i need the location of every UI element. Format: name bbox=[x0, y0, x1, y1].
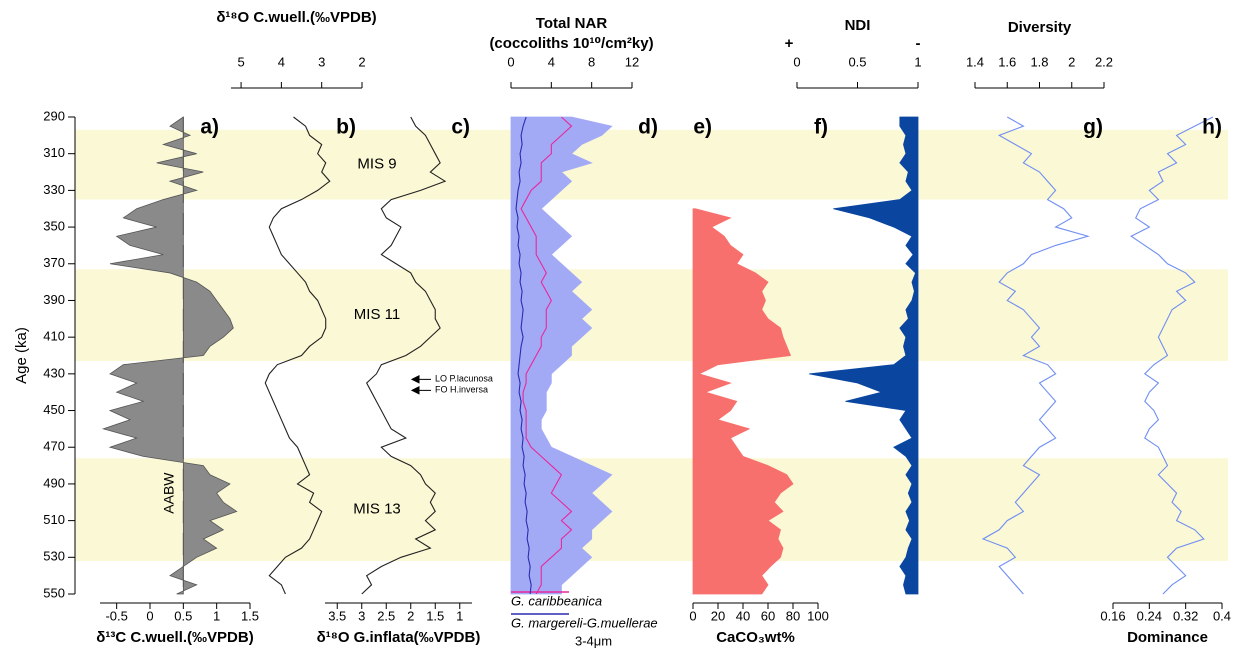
y-tick-label: 490 bbox=[43, 475, 65, 490]
x-tick-label: 1.5 bbox=[426, 608, 444, 623]
band-label: MIS 9 bbox=[357, 156, 396, 173]
panel-letter: f) bbox=[814, 116, 828, 139]
line bbox=[1130, 116, 1214, 595]
x-tick-label: 0.5 bbox=[174, 608, 192, 623]
y-tick-label: 390 bbox=[43, 292, 65, 307]
end-label: + bbox=[785, 35, 794, 52]
x-axis-label: CaCO₃wt% bbox=[716, 629, 795, 646]
x-tick-label: 5 bbox=[237, 54, 244, 69]
panel-letter: h) bbox=[1202, 116, 1222, 139]
x-tick-label: 0 bbox=[689, 608, 696, 623]
x-tick-label: 0 bbox=[507, 54, 514, 69]
x-tick-label: 0.32 bbox=[1173, 608, 1198, 623]
area bbox=[692, 208, 794, 595]
x-tick-label: 0 bbox=[793, 54, 800, 69]
x-tick-label: 100 bbox=[807, 608, 829, 623]
x-tick-label: 1.8 bbox=[1030, 54, 1048, 69]
x-tick-label: 1.4 bbox=[966, 54, 984, 69]
y-tick-label: 410 bbox=[43, 329, 65, 344]
band-label: MIS 13 bbox=[353, 501, 401, 518]
x-tick-label: 8 bbox=[588, 54, 595, 69]
line bbox=[515, 116, 532, 595]
y-tick-label: 470 bbox=[43, 439, 65, 454]
annotation: LO P.lacunosa bbox=[435, 374, 493, 384]
x-tick-label: 1 bbox=[213, 608, 220, 623]
x-axis-label: δ¹⁸O G.inflata(‰VPDB) bbox=[317, 629, 481, 646]
x-axis-label: δ¹³C C.wuell.(‰VPDB) bbox=[96, 629, 253, 646]
legend-sublabel: 3-4μm bbox=[575, 633, 612, 648]
line bbox=[361, 116, 447, 595]
x-tick-label: 3.5 bbox=[328, 608, 346, 623]
x-tick-label: 60 bbox=[761, 608, 775, 623]
x-axis-label: δ¹⁸O C.wuell.(‰VPDB) bbox=[216, 9, 376, 26]
panel-letter: b) bbox=[336, 116, 356, 139]
panel-letter: g) bbox=[1083, 116, 1103, 139]
panel-title: NDI bbox=[845, 17, 871, 34]
y-tick-label: 450 bbox=[43, 402, 65, 417]
annotation: AABW bbox=[161, 472, 177, 514]
panel-letter: d) bbox=[638, 116, 658, 139]
mis-band bbox=[75, 458, 1228, 561]
x-tick-label: 4 bbox=[278, 54, 285, 69]
x-tick-label: 3 bbox=[318, 54, 325, 69]
annotation-arrow bbox=[410, 375, 431, 384]
area bbox=[809, 116, 919, 595]
y-tick-label: 430 bbox=[43, 365, 65, 380]
x-tick-label: -0.5 bbox=[105, 608, 127, 623]
x-tick-label: 0 bbox=[146, 608, 153, 623]
x-tick-label: 80 bbox=[786, 608, 800, 623]
mis-band bbox=[75, 269, 1228, 362]
legend-label: G. caribbeanica bbox=[511, 593, 602, 608]
y-tick-label: 530 bbox=[43, 549, 65, 564]
y-tick-label: 370 bbox=[43, 255, 65, 270]
x-tick-label: 12 bbox=[625, 54, 639, 69]
y-axis-label: Age (ka) bbox=[13, 327, 30, 384]
panel-letter: a) bbox=[200, 116, 219, 139]
legend-label: G. margereli-G.muellerae bbox=[511, 615, 658, 630]
x-tick-label: 40 bbox=[736, 608, 750, 623]
area bbox=[101, 116, 238, 595]
x-tick-label: 2 bbox=[358, 54, 365, 69]
x-tick-label: 20 bbox=[711, 608, 725, 623]
x-tick-label: 1.5 bbox=[241, 608, 259, 623]
x-tick-label: 1 bbox=[914, 54, 921, 69]
panel-letter: e) bbox=[693, 116, 712, 139]
x-tick-label: 4 bbox=[548, 54, 555, 69]
y-tick-label: 330 bbox=[43, 182, 65, 197]
x-tick-label: 1 bbox=[456, 608, 463, 623]
x-tick-label: 2.2 bbox=[1095, 54, 1113, 69]
x-tick-label: 0.5 bbox=[848, 54, 866, 69]
x-tick-label: 0.24 bbox=[1137, 608, 1162, 623]
panel-title: Diversity bbox=[1008, 19, 1072, 36]
x-tick-label: 0.4 bbox=[1213, 608, 1231, 623]
x-tick-label: 2.5 bbox=[377, 608, 395, 623]
annotation-arrow bbox=[410, 386, 431, 395]
x-tick-label: 2 bbox=[1068, 54, 1075, 69]
x-tick-label: 3 bbox=[358, 608, 365, 623]
x-axis-label: (coccoliths 10¹⁰/cm²ky) bbox=[489, 35, 653, 52]
end-label: - bbox=[916, 35, 921, 52]
mis-band bbox=[75, 129, 1228, 200]
line bbox=[264, 116, 331, 595]
y-tick-label: 310 bbox=[43, 145, 65, 160]
band-label: MIS 11 bbox=[354, 306, 400, 323]
x-tick-label: 1.6 bbox=[998, 54, 1016, 69]
panel-title: Total NAR bbox=[536, 15, 608, 32]
y-tick-label: 550 bbox=[43, 585, 65, 600]
y-tick-label: 290 bbox=[43, 108, 65, 123]
x-axis-label: Dominance bbox=[1127, 629, 1208, 646]
y-tick-label: 350 bbox=[43, 219, 65, 234]
x-tick-label: 0.16 bbox=[1100, 608, 1125, 623]
annotation: FO H.inversa bbox=[435, 385, 488, 395]
x-tick-label: 2 bbox=[407, 608, 414, 623]
line bbox=[520, 116, 573, 595]
line bbox=[981, 116, 1090, 595]
panel-letter: c) bbox=[451, 116, 470, 139]
y-tick-label: 510 bbox=[43, 512, 65, 527]
